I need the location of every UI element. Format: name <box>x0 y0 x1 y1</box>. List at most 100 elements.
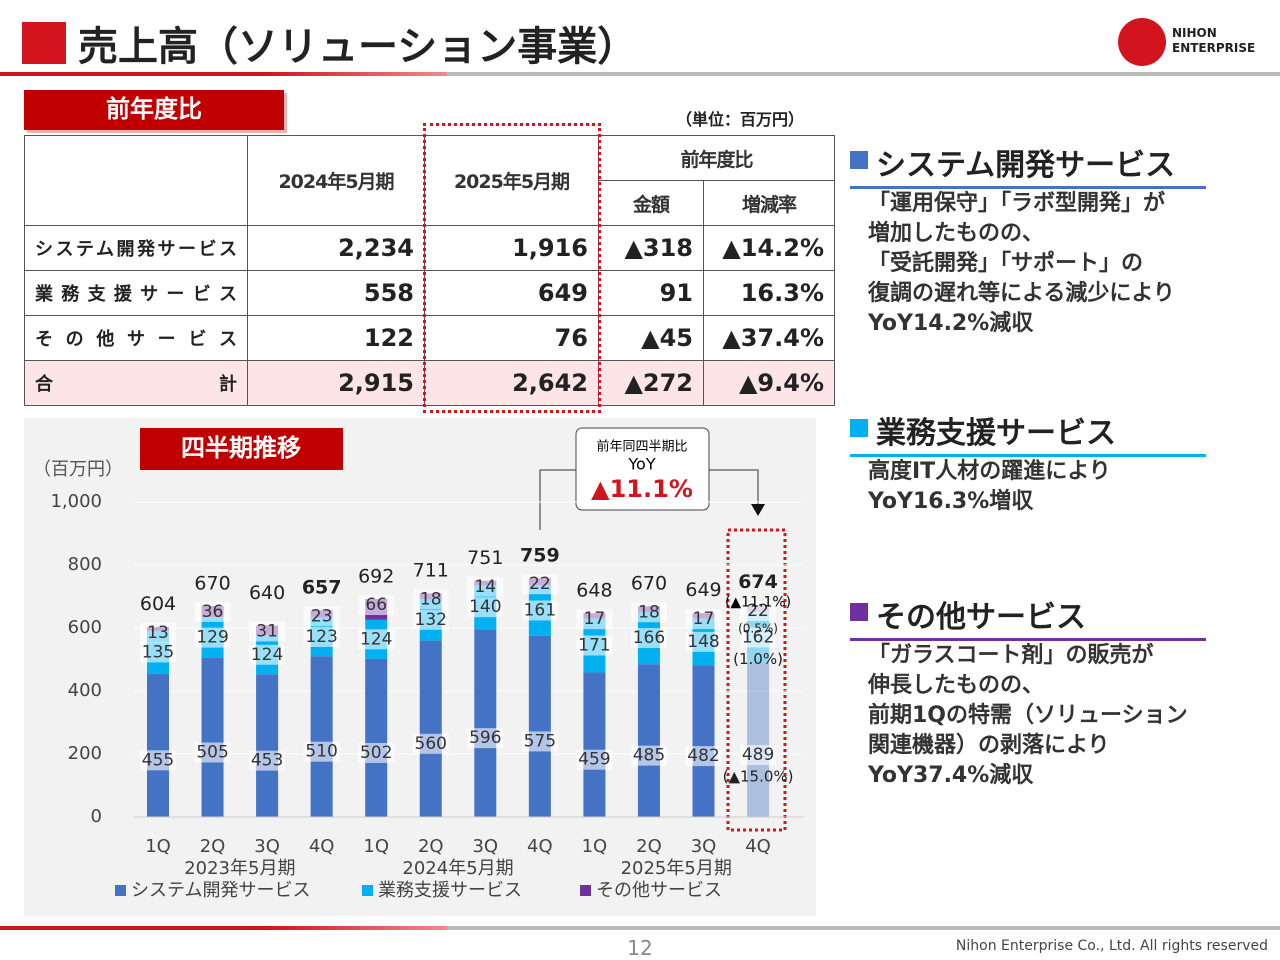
x-tick-label: 2Q <box>636 836 662 857</box>
value-label: 22 <box>529 574 551 594</box>
value-label: 459 <box>578 750 610 770</box>
value-label: 135 <box>142 642 174 662</box>
value-cell: 558 <box>247 270 425 316</box>
label-bg <box>412 733 449 754</box>
total-note: (▲11.1%) <box>725 595 791 611</box>
label-bg <box>576 609 613 630</box>
row-label: その他サービス <box>24 315 248 361</box>
label-bg <box>576 635 613 656</box>
value-label: 510 <box>305 742 337 762</box>
value-cell: ▲37.4% <box>703 315 835 361</box>
highlight-box <box>423 123 601 413</box>
note-line: 高度IT人材の躍進により <box>868 459 1111 484</box>
note-title: その他サービス <box>850 592 1206 641</box>
note-title: システム開発サービス <box>850 140 1206 189</box>
row-label: システム開発サービス <box>24 225 248 271</box>
label-bg <box>467 597 504 618</box>
corner-cell <box>24 135 248 226</box>
bar-segment <box>201 657 224 817</box>
group-label: 2024年5月期 <box>402 858 513 879</box>
note-line: YoY16.3%増収 <box>868 489 1034 514</box>
bar-segment <box>310 656 333 817</box>
label-bg <box>249 750 286 771</box>
value-cell: ▲9.4% <box>703 360 835 406</box>
label-bg <box>412 589 449 610</box>
label-bg <box>630 745 667 766</box>
value-label: 132 <box>415 610 447 630</box>
header-cell: 2024年5月期 <box>247 135 425 226</box>
section-badge: 前年度比 <box>24 90 284 130</box>
value-label: 124 <box>251 645 283 665</box>
x-tick-label: 4Q <box>527 836 553 857</box>
label-bg <box>140 750 176 771</box>
label-bg <box>194 742 231 763</box>
chart: 四半期推移 （百万円） 前年同四半期比 YoY ▲11.1% 0 200 400 60… <box>33 427 804 901</box>
x-tick-label: 2Q <box>418 836 444 857</box>
label-bg <box>412 609 449 630</box>
footer-rule-accent <box>0 926 447 930</box>
label-bg <box>521 600 558 621</box>
value-cell: ▲14.2% <box>703 225 835 271</box>
note-line: 増加したものの、 <box>868 221 1045 246</box>
total-label: 648 <box>576 579 612 601</box>
slide-title: 売上高（ソリューション事業） <box>78 24 638 70</box>
value-note: (▲15.0%) <box>723 767 794 785</box>
note-line: YoY14.2%減収 <box>868 311 1034 336</box>
comparison-table: 2024年5月期 2025年5月期 前年度比 金額 増減率 システム開発サービス 2,2… <box>24 135 835 406</box>
total-label: 604 <box>140 593 176 615</box>
x-tick-label: 3Q <box>472 836 498 857</box>
note-title: 業務支援サービス <box>850 408 1206 457</box>
row-label: 合計 <box>24 360 248 406</box>
label-bg <box>576 749 613 770</box>
value-label: 485 <box>633 746 665 766</box>
bar-segment <box>474 629 497 817</box>
total-label: 657 <box>302 577 342 599</box>
x-tick-label: 1Q <box>363 836 389 857</box>
value-label: 453 <box>251 751 283 771</box>
value-cell: 16.3% <box>703 270 835 316</box>
table-row: 合計 2,915 2,642 ▲272 ▲9.4% <box>24 360 835 406</box>
value-label: 575 <box>524 731 556 751</box>
note-line: 「ガラスコート剤」の販売が <box>868 643 1154 668</box>
unit-label: （単位：百万円） <box>676 110 805 129</box>
bar-segment <box>583 672 606 817</box>
y-tick-label: 0 <box>91 806 102 827</box>
note-line: 「受託開発」「サポート」の <box>868 251 1144 276</box>
value-label: 31 <box>256 621 278 641</box>
value-label: 596 <box>469 728 501 748</box>
x-tick-label: 4Q <box>309 836 335 857</box>
x-tick-label: 4Q <box>745 836 771 857</box>
row-label: 業務支援サービス <box>24 270 248 316</box>
chart-badge <box>140 428 343 470</box>
callout-line <box>709 469 759 506</box>
value-label: 18 <box>638 602 660 622</box>
label-bg <box>249 621 286 642</box>
value-cell: 2,234 <box>247 225 425 271</box>
bar-segment <box>419 640 442 817</box>
label-bg <box>140 623 176 644</box>
value-label: 18 <box>420 589 442 609</box>
total-label: 640 <box>249 582 285 604</box>
bar-segment <box>747 662 770 817</box>
value-cell: 1,916 <box>424 225 599 271</box>
y-tick-label: 800 <box>68 554 102 575</box>
bar-segment <box>256 674 279 817</box>
logo-bottom: ENTERPRISE <box>1172 41 1256 55</box>
total-label: 670 <box>194 572 230 594</box>
x-tick-label: 1Q <box>145 836 171 857</box>
legend-label: 業務支援サービス <box>378 880 522 901</box>
note-line: 復調の遅れ等による減少により <box>868 281 1175 306</box>
value-label: 162 <box>742 627 774 647</box>
bar-segment <box>365 658 388 817</box>
logo-top: NIHON <box>1172 26 1217 40</box>
bar-segment <box>528 635 551 817</box>
legend-swatch <box>362 885 373 896</box>
header-cell: 増減率 <box>703 180 835 226</box>
x-tick-label: 3Q <box>254 836 280 857</box>
value-label: 489 <box>742 745 774 765</box>
value-label: 166 <box>633 628 665 648</box>
value-label: 502 <box>360 743 392 763</box>
group-label: 2025年5月期 <box>621 858 732 879</box>
value-label: 455 <box>142 750 174 770</box>
note: 業務支援サービス 高度IT人材の躍進により YoY16.3%増収 <box>850 408 1240 517</box>
